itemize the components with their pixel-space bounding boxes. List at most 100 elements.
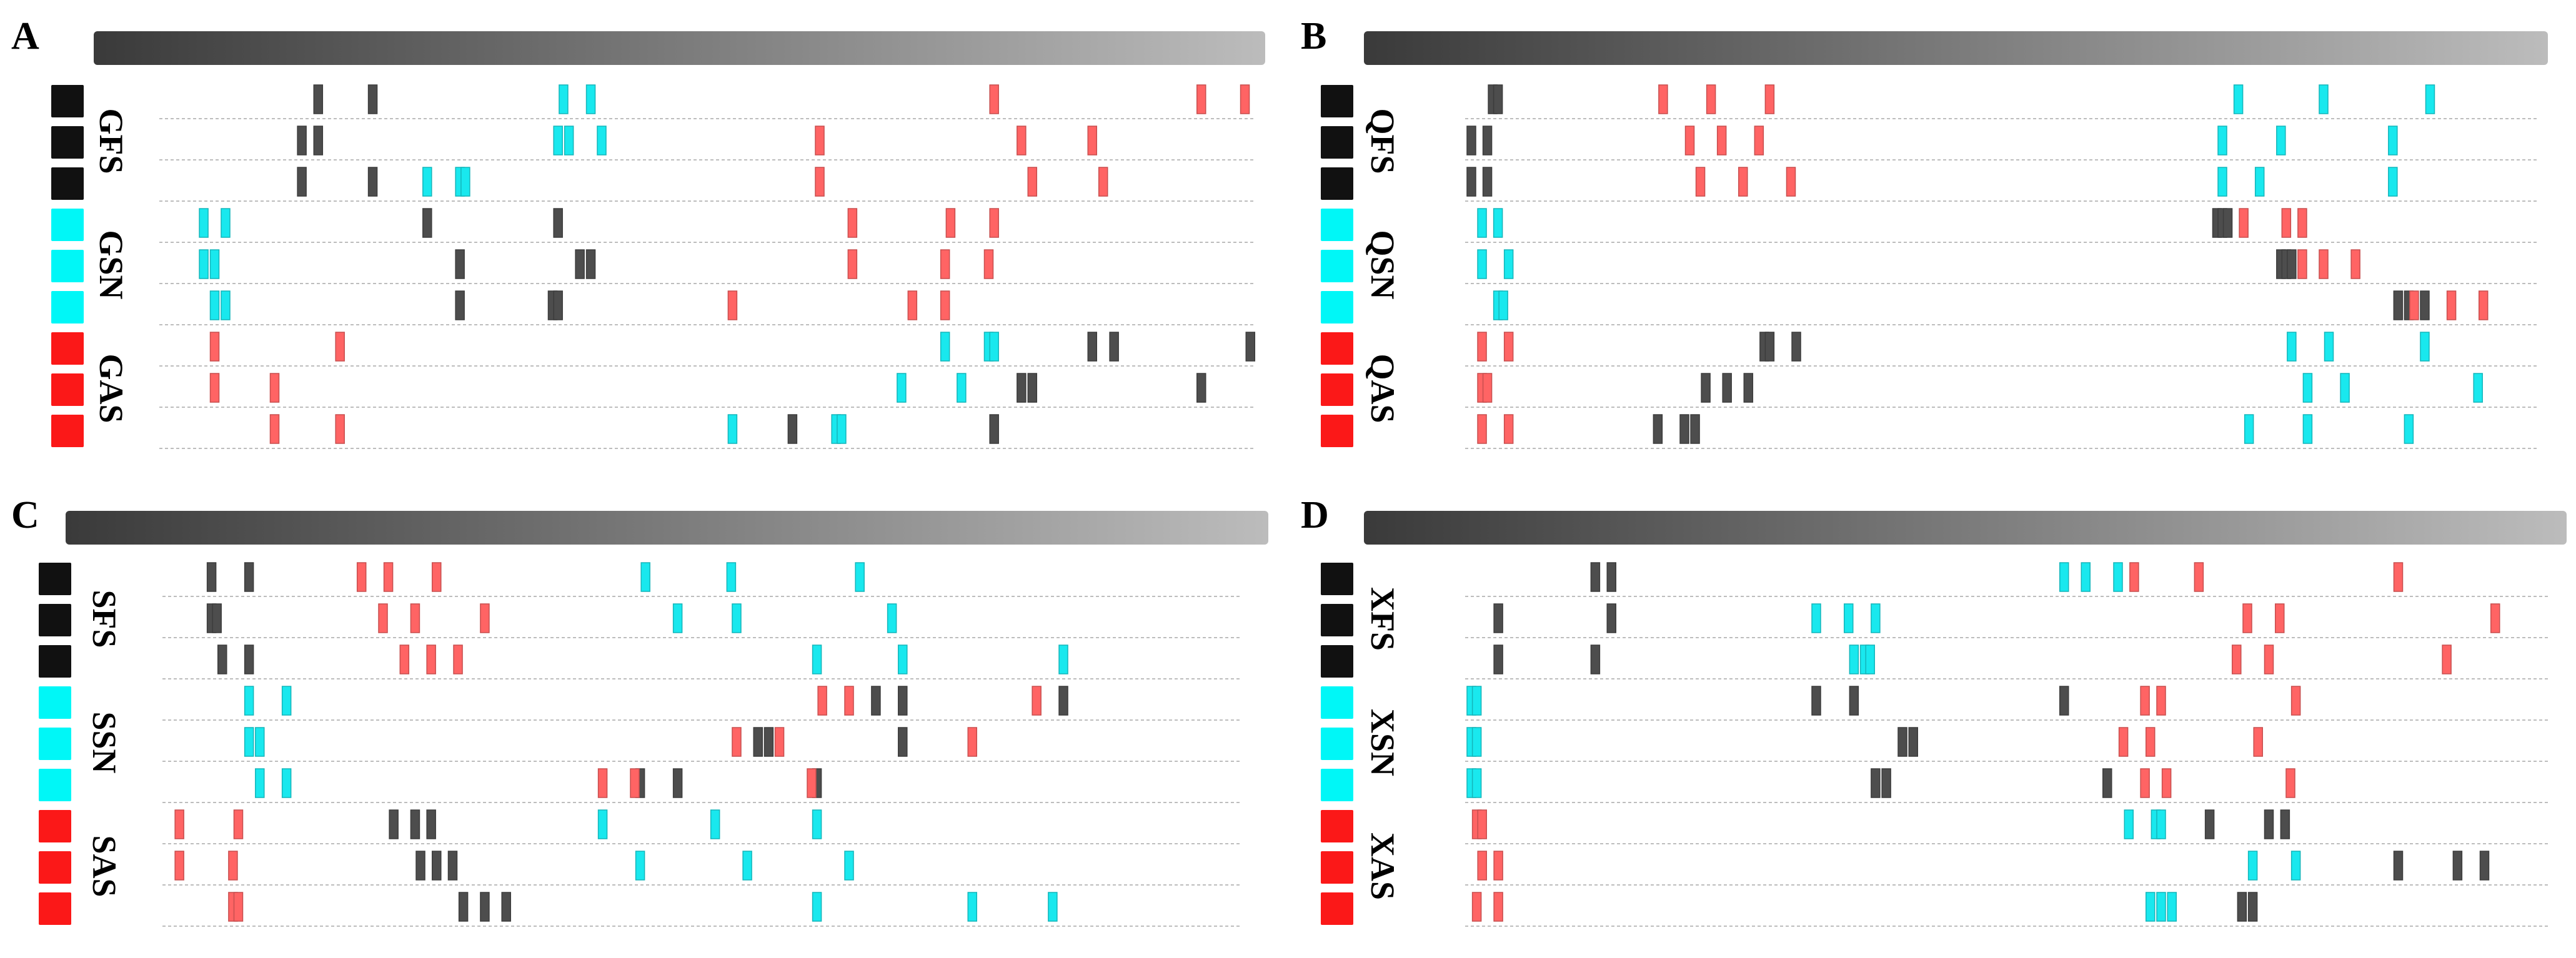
mark-red [399,644,410,674]
mark-black [2280,809,2290,839]
mark-cyan [1477,208,1487,238]
mark-red [817,686,827,716]
mark-cyan [967,892,977,922]
mark-black [212,603,222,633]
mark-red [727,290,738,320]
mark-black [898,727,908,757]
mark-cyan [2233,84,2244,114]
mark-red [453,644,463,674]
mark-red [2479,290,2489,320]
mark-black [1881,768,1891,798]
mark-cyan [1849,644,1859,674]
mark-red [2297,249,2307,279]
mark-cyan [2247,851,2258,881]
mark-red [1477,414,1487,444]
mark-cyan [2340,373,2350,403]
mark-black [244,562,254,592]
row-class-square-red [1321,332,1353,365]
mark-cyan [597,126,607,156]
mark-cyan [199,208,209,238]
mark-cyan [844,851,854,881]
mark-red [228,851,238,881]
mark-cyan [2254,167,2265,197]
panel-a: A GFS GSN GAS [11,15,1265,449]
mark-red [432,562,442,592]
mark-cyan [812,644,822,674]
mark-black [1087,332,1097,362]
mark-black [553,208,563,238]
mark-black [2452,851,2463,881]
panel-letter: B [1301,15,1326,57]
mark-black [1493,603,1503,633]
mark-cyan [1503,249,1514,279]
mark-red [945,208,956,238]
mark-cyan [2302,414,2313,444]
mark-red [269,373,280,403]
row-class-square-cyan [1321,769,1353,801]
mark-red [1716,126,1727,156]
mark-cyan [1493,208,1503,238]
panel-letter: A [11,15,39,57]
mark-cyan [2244,414,2254,444]
mark-red [378,603,388,633]
mark-cyan [1471,686,1482,716]
mark-cyan [1871,603,1881,633]
mark-black [753,727,763,757]
mark-cyan [1844,603,1854,633]
mark-black [1701,373,1711,403]
mark-black [426,809,436,839]
mark-red [630,768,640,798]
mark-black [2222,208,2233,238]
row-class-square-black [39,604,71,636]
mark-black [2287,249,2297,279]
mark-cyan [564,126,574,156]
mark-cyan [2146,892,2156,922]
mark-black [244,644,254,674]
row-class-square-black [1321,126,1353,159]
mark-cyan [1471,727,1482,757]
row-class-square-black [39,563,71,595]
mark-cyan [597,809,608,839]
mark-black [575,249,585,279]
mark-red [940,290,950,320]
group-label: XSN [1364,709,1401,776]
mark-red [2275,603,2285,633]
mark-red [2118,727,2129,757]
group-label: SSN [86,711,123,773]
mark-red [1196,84,1206,114]
mark-red [233,809,244,839]
mark-black [2264,809,2274,839]
mark-red [2232,644,2242,674]
mark-red [2297,208,2307,238]
mark-red [847,208,858,238]
mark-red [335,414,345,444]
mark-red [907,290,918,320]
mark-red [1738,167,1748,197]
row-class-square-black [51,126,84,159]
mark-cyan [2156,892,2166,922]
mark-cyan [887,603,897,633]
mark-red [209,373,220,403]
mark-red [1786,167,1796,197]
mark-cyan [989,332,999,362]
gradient-scale-bar [94,31,1265,65]
mark-red [1471,892,1482,922]
mark-red [2446,290,2457,320]
mark-red [2350,249,2360,279]
mark-cyan [940,332,950,362]
mark-cyan [1471,768,1482,798]
mark-cyan [2324,332,2334,362]
row-class-square-black [39,645,71,678]
mark-red [1493,851,1503,881]
mark-black [1606,603,1616,633]
row-class-square-cyan [39,769,71,801]
row-class-square-cyan [1321,209,1353,241]
panel-letter: D [1301,494,1329,536]
mark-black [1606,562,1616,592]
mark-red [1087,126,1097,156]
mark-black [787,414,798,444]
row-class-square-cyan [1321,250,1353,282]
mark-cyan [898,644,908,674]
mark-cyan [2473,373,2483,403]
